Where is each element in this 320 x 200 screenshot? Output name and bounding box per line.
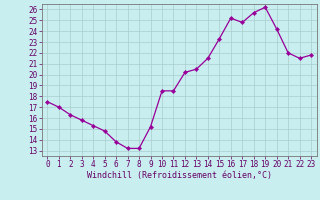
- X-axis label: Windchill (Refroidissement éolien,°C): Windchill (Refroidissement éolien,°C): [87, 171, 272, 180]
